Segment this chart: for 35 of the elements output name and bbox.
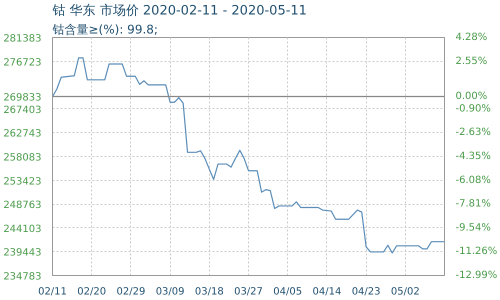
line-series <box>52 57 444 254</box>
y-tick-label: 234783 <box>3 272 42 282</box>
x-tick-label: 04/23 <box>352 286 381 298</box>
y-tick-label: 262743 <box>3 128 42 140</box>
y-tick-label: 244103 <box>3 224 42 235</box>
y2-tick-label: -7.81% <box>456 198 491 210</box>
y2-tick-label: -12.99% <box>456 270 498 281</box>
y2-tick-label: -0.90% <box>456 103 491 114</box>
x-tick-label: 05/02 <box>390 286 420 298</box>
x-tick-label: 04/14 <box>312 286 342 298</box>
y2-tick-label: -11.26% <box>456 246 498 258</box>
y-tick-label: 281383 <box>3 34 42 44</box>
y2-tick-label: -4.35% <box>456 150 491 162</box>
x-tick-label: 02/20 <box>77 286 106 298</box>
x-tick-label: 04/05 <box>273 286 302 298</box>
chart-subtitle: 钴含量≥(%): 99.8; <box>52 22 158 36</box>
y2-tick-label: -9.54% <box>456 222 491 234</box>
y2-tick-label: -6.08% <box>456 174 491 186</box>
y2-tick-label: 0.00% <box>456 90 488 102</box>
y-tick-label: 267403 <box>3 104 42 116</box>
x-tick-label: 03/18 <box>194 286 224 298</box>
y-tick-label: 258083 <box>3 152 42 164</box>
x-tick-label: 03/27 <box>234 286 263 298</box>
x-tick-label: 03/09 <box>156 286 185 298</box>
y2-tick-label: 4.28% <box>456 32 488 43</box>
y2-tick-label: 2.55% <box>456 56 488 67</box>
y-tick-label: 253423 <box>3 176 42 188</box>
y2-tick-label: -2.63% <box>456 127 491 138</box>
y-tick-label: 276723 <box>3 57 42 68</box>
x-tick-label: 02/11 <box>38 286 67 298</box>
chart-title: 钴 华东 市场价 2020-02-11 - 2020-05-11 <box>52 4 307 18</box>
x-tick-label: 02/29 <box>116 286 146 298</box>
y-tick-label: 248763 <box>3 200 42 212</box>
y-tick-label: 269833 <box>3 92 42 104</box>
y-tick-label: 239443 <box>3 248 42 259</box>
